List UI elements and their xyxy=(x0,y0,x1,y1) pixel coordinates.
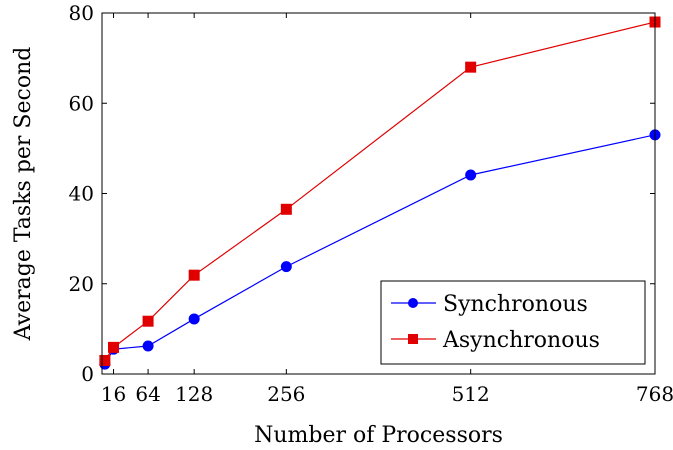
legend-marker xyxy=(408,334,418,344)
data-point xyxy=(142,315,154,327)
data-point xyxy=(188,269,200,281)
data-point xyxy=(465,169,477,181)
data-point xyxy=(280,261,292,273)
legend-item: Asynchronous xyxy=(391,328,600,353)
x-tick-label: 16 xyxy=(101,382,126,406)
y-tick-label: 0 xyxy=(81,362,94,386)
legend-marker xyxy=(408,298,418,308)
x-tick-label: 768 xyxy=(636,382,673,406)
data-point xyxy=(142,340,154,352)
legend-box xyxy=(380,280,646,365)
y-tick-label: 20 xyxy=(69,272,94,296)
ticks-layer: 16 64 128 256 512 768 0 20 40 60 80 xyxy=(69,1,673,406)
x-tick-label: 512 xyxy=(452,382,490,406)
x-tick-label: 64 xyxy=(135,382,160,406)
legend-item: Synchronous xyxy=(391,292,588,317)
x-tick-label: 256 xyxy=(267,382,305,406)
legend-label: Asynchronous xyxy=(442,328,600,353)
plot-layer xyxy=(99,16,661,370)
y-axis-label: Average Tasks per Second xyxy=(11,47,36,342)
legend-label: Synchronous xyxy=(443,292,588,317)
data-point xyxy=(99,354,111,366)
data-point xyxy=(465,61,477,73)
data-point xyxy=(188,313,200,325)
y-tick-label: 60 xyxy=(69,91,94,115)
y-tick-label: 80 xyxy=(69,1,94,25)
y-tick-label: 40 xyxy=(69,182,94,206)
legend: Synchronous Asynchronous xyxy=(380,280,646,365)
x-tick-label: 128 xyxy=(175,382,213,406)
data-point xyxy=(280,203,292,215)
x-axis-label: Number of Processors xyxy=(254,423,503,448)
data-point xyxy=(108,341,120,353)
